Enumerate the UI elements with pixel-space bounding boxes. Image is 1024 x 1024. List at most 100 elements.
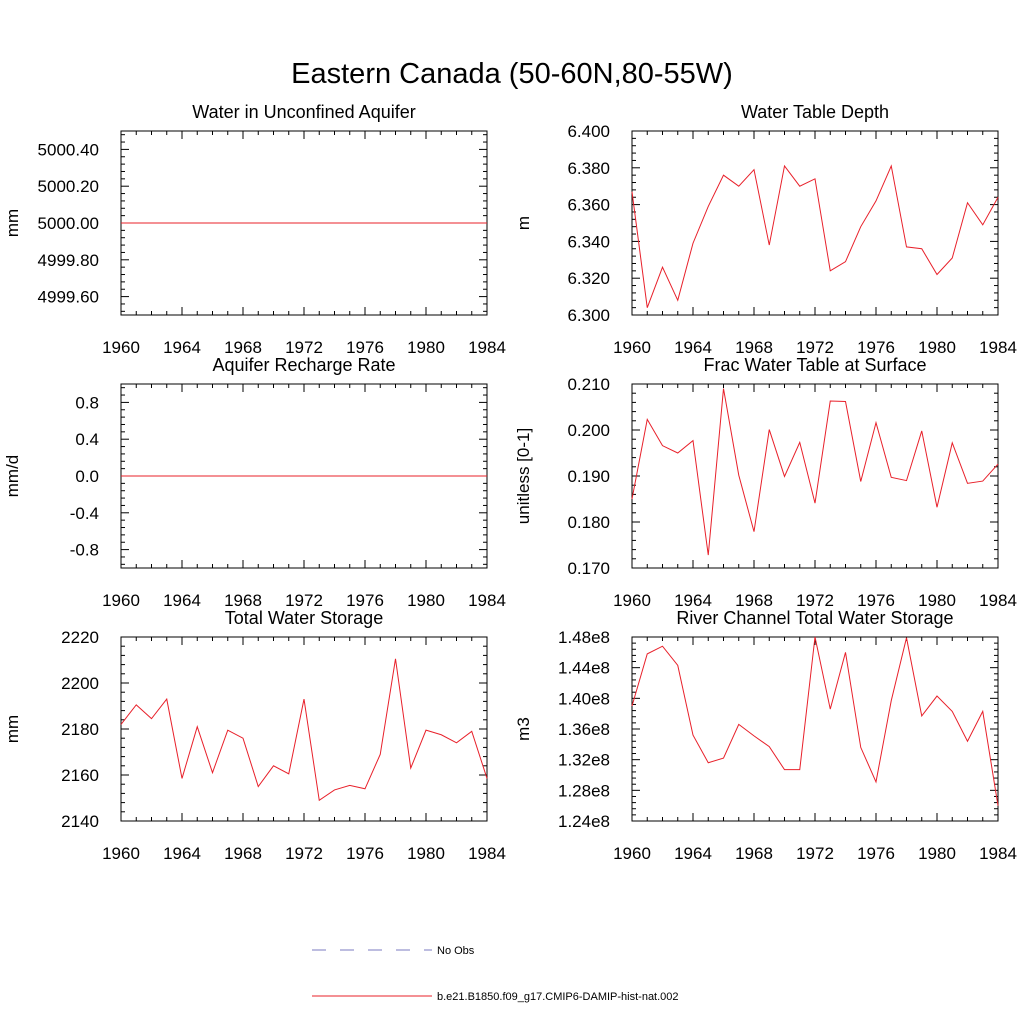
x-tick-label: 1976: [857, 844, 895, 863]
y-tick-label: 2200: [61, 674, 99, 693]
x-tick-label: 1972: [796, 844, 834, 863]
y-tick-label: 0.170: [567, 559, 610, 578]
y-tick-label: 0.180: [567, 513, 610, 532]
x-tick-label: 1976: [346, 844, 384, 863]
plot-frame: [120, 636, 488, 822]
panel-0: Water in Unconfined Aquifer mm 1960 1964 196…: [3, 102, 506, 357]
y-tick-label: 5000.00: [38, 214, 99, 233]
x-tick-label: 1964: [163, 338, 201, 357]
x-tick-label: 1972: [285, 844, 323, 863]
x-tick-label: 1972: [285, 591, 323, 610]
x-tick-label: 1976: [346, 591, 384, 610]
y-tick-label: 6.400: [567, 122, 610, 141]
y-tick-label: 4999.80: [38, 251, 99, 270]
panel-1: Water Table Depth m 1960 1964 1968 1972 1976 19…: [514, 102, 1017, 357]
x-tick-label: 1976: [346, 338, 384, 357]
x-tick-label: 1980: [407, 338, 445, 357]
x-tick-label: 1960: [613, 844, 651, 863]
y-tick-label: 1.36e8: [558, 720, 610, 739]
panel-2: Aquifer Recharge Rate mm/d 1960 1964 1968 197…: [3, 355, 506, 610]
x-tick-label: 1972: [796, 591, 834, 610]
x-tick-label: 1964: [674, 844, 712, 863]
x-tick-label: 1968: [735, 591, 773, 610]
x-tick-label: 1980: [918, 591, 956, 610]
plot-frame: [631, 636, 999, 822]
x-tick-label: 1980: [918, 844, 956, 863]
y-axis-label: mm: [3, 209, 22, 237]
y-tick-label: 2160: [61, 766, 99, 785]
panel-title: Frac Water Table at Surface: [703, 355, 926, 375]
y-tick-label: 5000.20: [38, 177, 99, 196]
y-axis-label: mm/d: [3, 455, 22, 498]
y-tick-label: 5000.40: [38, 140, 99, 159]
x-tick-label: 1964: [163, 591, 201, 610]
x-tick-label: 1984: [468, 844, 506, 863]
x-tick-label: 1984: [468, 338, 506, 357]
panel-4: Total Water Storage mm 1960 1964 1968 1972 197…: [3, 608, 506, 863]
y-tick-label: 1.40e8: [558, 689, 610, 708]
panel-title: Total Water Storage: [225, 608, 383, 628]
x-tick-label: 1976: [857, 591, 895, 610]
x-tick-label: 1976: [857, 338, 895, 357]
x-tick-label: 1984: [979, 338, 1017, 357]
y-tick-label: 0.4: [75, 430, 99, 449]
y-tick-label: 6.340: [567, 232, 610, 251]
figure-title: Eastern Canada (50-60N,80-55W): [291, 58, 733, 90]
x-tick-label: 1964: [674, 591, 712, 610]
y-tick-label: 2180: [61, 720, 99, 739]
plot-frame: [631, 130, 999, 316]
y-tick-label: -0.4: [70, 504, 99, 523]
y-tick-label: 6.360: [567, 196, 610, 215]
y-tick-label: 6.380: [567, 159, 610, 178]
panel-title: Water in Unconfined Aquifer: [192, 102, 415, 122]
x-tick-label: 1972: [285, 338, 323, 357]
x-tick-label: 1984: [979, 844, 1017, 863]
y-tick-label: 4999.60: [38, 288, 99, 307]
panels: Water in Unconfined Aquifer mm 1960 1964 196…: [3, 102, 1017, 863]
y-tick-label: 2220: [61, 628, 99, 647]
y-tick-label: 1.32e8: [558, 751, 610, 770]
x-tick-label: 1980: [407, 591, 445, 610]
panel-title: Aquifer Recharge Rate: [212, 355, 395, 375]
y-axis-label: m: [514, 216, 533, 230]
y-tick-label: 6.300: [567, 306, 610, 325]
panel-title: Water Table Depth: [741, 102, 889, 122]
legend-label-no-obs: No Obs: [437, 945, 475, 957]
x-tick-label: 1960: [613, 338, 651, 357]
series-line-0: [631, 164, 999, 308]
x-tick-label: 1968: [735, 338, 773, 357]
x-tick-label: 1968: [224, 338, 262, 357]
x-tick-label: 1984: [468, 591, 506, 610]
y-tick-label: -0.8: [70, 541, 99, 560]
y-tick-label: 6.320: [567, 269, 610, 288]
plot-frame: [631, 383, 999, 569]
y-tick-label: 1.24e8: [558, 812, 610, 831]
x-tick-label: 1968: [224, 591, 262, 610]
y-tick-label: 0.200: [567, 421, 610, 440]
x-tick-label: 1960: [102, 591, 140, 610]
x-tick-label: 1980: [407, 844, 445, 863]
x-tick-label: 1960: [102, 844, 140, 863]
y-axis-label: mm: [3, 715, 22, 743]
x-tick-label: 1968: [224, 844, 262, 863]
panel-3: Frac Water Table at Surface unitless [0-1…: [514, 355, 1017, 610]
y-tick-label: 0.0: [75, 467, 99, 486]
legend-label-model: b.e21.B1850.f09_g17.CMIP6-DAMIP-hist-nat…: [437, 991, 679, 1003]
x-tick-label: 1984: [979, 591, 1017, 610]
y-tick-label: 0.190: [567, 467, 610, 486]
y-tick-label: 1.48e8: [558, 628, 610, 647]
x-tick-label: 1972: [796, 338, 834, 357]
series-line-0: [631, 636, 999, 806]
y-tick-label: 2140: [61, 812, 99, 831]
x-tick-label: 1960: [102, 338, 140, 357]
y-axis-label: unitless [0-1]: [514, 428, 533, 524]
y-axis-label: m3: [514, 717, 533, 741]
x-tick-label: 1968: [735, 844, 773, 863]
y-tick-label: 0.8: [75, 393, 99, 412]
y-tick-label: 1.28e8: [558, 781, 610, 800]
x-tick-label: 1964: [674, 338, 712, 357]
series-line-0: [631, 388, 999, 556]
y-tick-label: 1.44e8: [558, 659, 610, 678]
